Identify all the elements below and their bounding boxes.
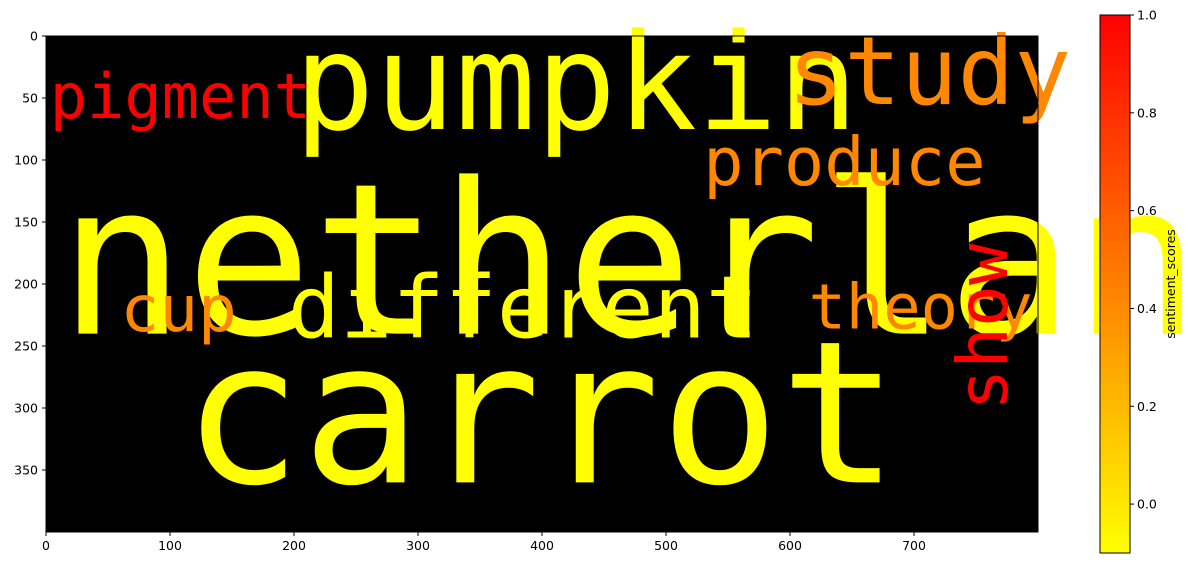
word-show: show xyxy=(944,243,1024,410)
y-tick-label: 100 xyxy=(14,153,38,168)
y-tick-label: 150 xyxy=(14,215,38,230)
word-produce: produce xyxy=(703,123,985,201)
x-tick-label: 0 xyxy=(42,538,50,553)
word-cup: cup xyxy=(120,272,236,347)
x-tick-label: 500 xyxy=(654,538,678,553)
y-axis-ticks: 0 50 100 150 200 250 300 350 xyxy=(14,29,46,478)
word-theory: theory xyxy=(809,271,1033,344)
colorbar-ticks: 0.0 0.2 0.4 0.6 0.8 1.0 xyxy=(1130,8,1157,512)
colorbar: 0.0 0.2 0.4 0.6 0.8 1.0 sentiment_scores xyxy=(1099,8,1178,554)
x-tick-label: 100 xyxy=(158,538,182,553)
colorbar-tick-label: 0.8 xyxy=(1137,105,1157,120)
word-different: different xyxy=(288,257,758,358)
y-tick-label: 300 xyxy=(14,401,38,416)
word-carrot: carrot xyxy=(182,298,899,529)
word-netherland: netherland xyxy=(58,138,1188,384)
word-group: netherlandcarrot pumpkin different studypro… xyxy=(50,5,1188,529)
colorbar-label: sentiment_scores xyxy=(1163,229,1178,339)
y-tick-label: 350 xyxy=(14,463,38,478)
y-tick-label: 200 xyxy=(14,277,38,292)
word-pigment: pigment xyxy=(50,60,311,133)
word-study: study xyxy=(788,18,1072,127)
x-tick-label: 700 xyxy=(902,538,926,553)
x-axis-ticks: 0 100 200 300 400 500 600 700 xyxy=(42,532,926,553)
colorbar-tick-label: 0.6 xyxy=(1137,203,1157,218)
x-tick-label: 400 xyxy=(530,538,554,553)
colorbar-tick-label: 1.0 xyxy=(1137,8,1157,23)
x-tick-label: 600 xyxy=(778,538,802,553)
colorbar-tick-label: 0.0 xyxy=(1137,497,1157,512)
y-tick-label: 0 xyxy=(30,29,38,44)
y-tick-label: 250 xyxy=(14,339,38,354)
x-tick-label: 200 xyxy=(282,538,306,553)
colorbar-gradient xyxy=(1099,14,1131,554)
colorbar-tick-label: 0.4 xyxy=(1137,301,1157,316)
y-tick-label: 50 xyxy=(22,91,38,106)
plot-background xyxy=(46,36,1038,532)
wordcloud-axes: netherlandcarrot pumpkin different studypro… xyxy=(14,5,1188,553)
word-pumpkin: pumpkin xyxy=(294,5,858,161)
x-tick-label: 300 xyxy=(406,538,430,553)
colorbar-tick-label: 0.2 xyxy=(1137,399,1157,414)
